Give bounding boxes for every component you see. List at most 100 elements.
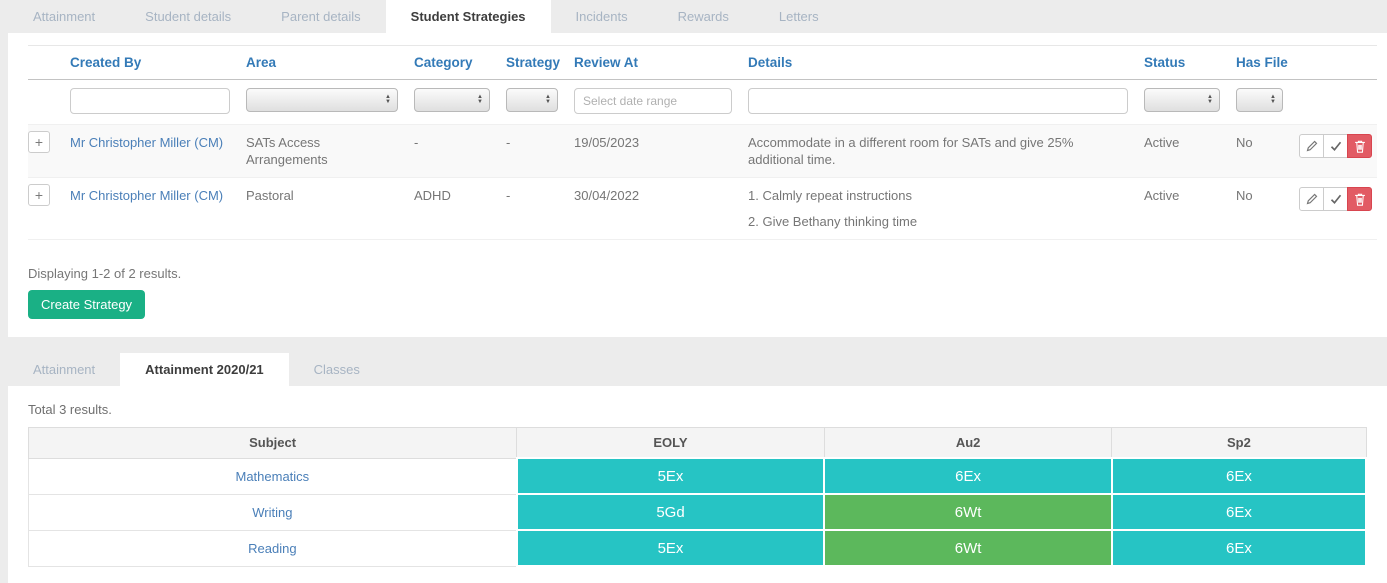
results-summary: Displaying 1-2 of 2 results. — [28, 266, 182, 281]
edit-strategy-button[interactable] — [1299, 187, 1324, 211]
strategies-filter-row: ▲▼ ▲▼ ▲▼ ▲▼ ▲▼ — [28, 80, 1377, 125]
created-by-filter-input[interactable] — [70, 88, 230, 114]
grade-cell: 6Ex — [823, 457, 1113, 495]
area-cell: Pastoral — [246, 177, 414, 240]
tab-parent-details[interactable]: Parent details — [281, 9, 361, 24]
review-at-cell: 30/04/2022 — [574, 177, 748, 240]
col-header-eoly: EOLY — [516, 427, 825, 459]
section-divider — [0, 337, 1387, 353]
col-header-status[interactable]: Status — [1144, 45, 1236, 80]
plus-icon: + — [34, 187, 44, 203]
created-by-link[interactable]: Mr Christopher Miller (CM) — [70, 188, 224, 203]
check-icon — [1330, 194, 1341, 204]
tab-incidents[interactable]: Incidents — [575, 9, 628, 24]
confirm-strategy-button[interactable] — [1323, 134, 1348, 158]
row-actions — [1299, 187, 1372, 211]
expand-column-header — [28, 45, 70, 80]
pencil-icon — [1306, 140, 1317, 152]
col-header-au2: Au2 — [823, 427, 1113, 459]
attainment-row: Writing 5Gd 6Wt 6Ex — [27, 493, 1368, 531]
attainment-row: Reading 5Ex 6Wt 6Ex — [27, 529, 1368, 567]
tab-student-strategies[interactable]: Student Strategies — [385, 0, 551, 33]
attainment-table: Subject EOLY Au2 Sp2 Mathematics 5Ex 6Ex… — [27, 427, 1368, 567]
attainment-header-row: Subject EOLY Au2 Sp2 — [27, 427, 1367, 459]
details-cell: 1. Calmly repeat instructions 2. Give Be… — [748, 177, 1144, 240]
has-file-cell: No — [1236, 124, 1299, 178]
status-filter-select[interactable]: ▲ ▼ — [1144, 88, 1220, 112]
edit-strategy-button[interactable] — [1299, 134, 1324, 158]
tab-attainment-2020-21[interactable]: Attainment 2020/21 — [120, 353, 289, 386]
attainment-tabbar: Attainment Attainment 2020/21 Classes — [0, 353, 1387, 386]
grade-cell: 5Ex — [515, 529, 826, 567]
grade-cell: 5Gd — [515, 493, 826, 531]
grade-cell: 6Wt — [823, 493, 1113, 531]
tab-classes[interactable]: Classes — [313, 362, 360, 377]
select-updown-icon: ▲ ▼ — [1207, 94, 1213, 105]
grade-cell: 6Ex — [1110, 493, 1368, 531]
expand-row-button[interactable]: + — [28, 131, 50, 153]
has-file-cell: No — [1236, 177, 1299, 240]
col-header-category[interactable]: Category — [414, 45, 506, 80]
confirm-strategy-button[interactable] — [1323, 187, 1348, 211]
area-filter-select[interactable]: ▲ ▼ — [246, 88, 398, 112]
grade-cell: 6Ex — [1110, 457, 1368, 495]
strategy-row: + Mr Christopher Miller (CM) SATs Access… — [28, 124, 1377, 178]
status-cell: Active — [1144, 177, 1236, 240]
col-header-area[interactable]: Area — [246, 45, 414, 80]
detail-line: 1. Calmly repeat instructions — [748, 188, 913, 203]
tab-letters[interactable]: Letters — [778, 9, 819, 24]
tab-rewards[interactable]: Rewards — [677, 9, 729, 24]
expand-row-button[interactable]: + — [28, 184, 50, 206]
tab-student-details[interactable]: Student details — [145, 9, 232, 24]
strategy-cell: - — [506, 124, 574, 178]
plus-icon: + — [34, 134, 44, 150]
select-updown-icon: ▲ ▼ — [477, 94, 483, 105]
col-header-details[interactable]: Details — [748, 45, 1144, 80]
total-results-text: Total 3 results. — [28, 402, 112, 417]
strategy-filter-select[interactable]: ▲ ▼ — [506, 88, 558, 112]
trash-icon — [1354, 140, 1365, 153]
strategy-row: + Mr Christopher Miller (CM) Pastoral AD… — [28, 177, 1377, 240]
col-header-has-file[interactable]: Has File — [1236, 45, 1299, 80]
has-file-filter-select[interactable]: ▲ ▼ — [1236, 88, 1283, 112]
delete-strategy-button[interactable] — [1347, 187, 1372, 211]
review-at-date-range-input[interactable] — [574, 88, 732, 114]
col-header-subject: Subject — [27, 427, 518, 459]
category-cell: ADHD — [414, 177, 506, 240]
create-strategy-button[interactable]: Create Strategy — [28, 290, 146, 319]
grade-cell: 6Ex — [1110, 529, 1368, 567]
status-cell: Active — [1144, 124, 1236, 178]
col-header-sp2: Sp2 — [1111, 427, 1367, 459]
select-updown-icon: ▲ ▼ — [545, 94, 551, 105]
student-strategies-panel: Created By Area Category Strategy Review… — [8, 33, 1387, 337]
area-cell: SATs Access Arrangements — [246, 124, 414, 178]
trash-icon — [1354, 193, 1365, 206]
created-by-link[interactable]: Mr Christopher Miller (CM) — [70, 135, 224, 150]
col-header-strategy[interactable]: Strategy — [506, 45, 574, 80]
student-record-tabbar: Attainment Student details Parent detail… — [0, 0, 1387, 33]
category-filter-select[interactable]: ▲ ▼ — [414, 88, 490, 112]
details-filter-input[interactable] — [748, 88, 1128, 114]
tab-attainment-sub[interactable]: Attainment — [33, 362, 96, 377]
attainment-panel: Total 3 results. Subject EOLY Au2 Sp2 Ma… — [8, 386, 1387, 583]
subject-link[interactable]: Mathematics — [235, 468, 310, 484]
subject-link[interactable]: Reading — [248, 540, 297, 556]
delete-strategy-button[interactable] — [1347, 134, 1372, 158]
subject-link[interactable]: Writing — [252, 504, 293, 520]
strategies-table: Created By Area Category Strategy Review… — [28, 45, 1377, 240]
col-header-created-by[interactable]: Created By — [70, 45, 246, 80]
col-header-review-at[interactable]: Review At — [574, 45, 748, 80]
detail-line: 2. Give Bethany thinking time — [748, 214, 918, 229]
grade-cell: 6Wt — [823, 529, 1113, 567]
details-cell: Accommodate in a different room for SATs… — [748, 124, 1144, 178]
strategy-cell: - — [506, 177, 574, 240]
tab-attainment[interactable]: Attainment — [33, 9, 96, 24]
detail-line: Accommodate in a different room for SATs… — [748, 135, 1074, 167]
select-updown-icon: ▲ ▼ — [1270, 94, 1276, 105]
select-updown-icon: ▲ ▼ — [385, 94, 391, 105]
review-at-cell: 19/05/2023 — [574, 124, 748, 178]
actions-column-header — [1299, 45, 1377, 80]
row-actions — [1299, 134, 1372, 158]
strategies-header-row: Created By Area Category Strategy Review… — [28, 45, 1377, 80]
check-icon — [1330, 141, 1341, 151]
